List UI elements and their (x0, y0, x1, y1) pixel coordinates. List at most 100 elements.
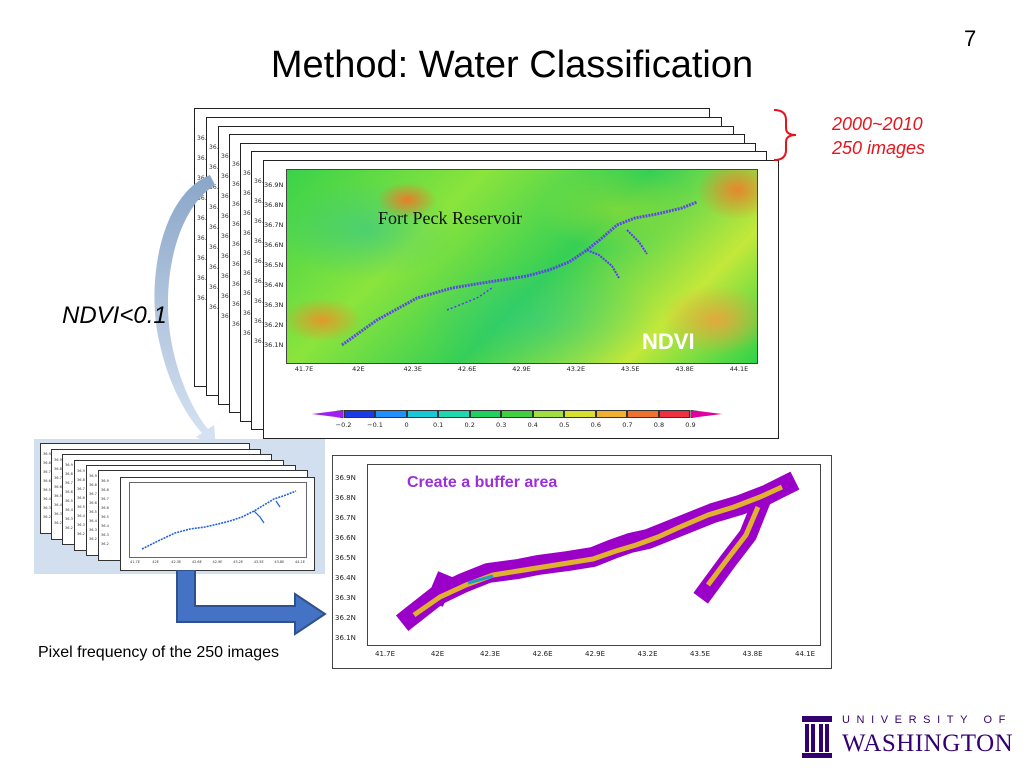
colorbar-segment (375, 410, 407, 418)
right-brace-icon (773, 109, 797, 161)
lat-tick-label: 36.1N (335, 634, 356, 642)
buffer-map-frame: 36.9N 36.8N 36.7N 36.6N 36.5N 36.4N 36.3N 36.2N… (332, 455, 832, 669)
lon-tick-label: 43.8E (742, 650, 763, 658)
lon-tick-label: 43.8E (675, 365, 694, 373)
colorbar-segment (595, 410, 628, 418)
colorbar-segment (564, 410, 596, 418)
frequency-map-image (129, 482, 307, 558)
frame-lat-labels: 36.9 36.8 36.7 36.6 36.5 36.4 36.3 36.2 (89, 474, 97, 541)
lon-tick-label: 44.1E (729, 365, 749, 373)
lat-tick-label: 36.9N (264, 181, 284, 189)
lon-tick-label: 43.5E (689, 650, 711, 658)
colorbar-segment (532, 410, 565, 418)
lon-tick-label: 42E (430, 650, 445, 658)
lat-tick-label: 36.4N (335, 574, 356, 582)
frame-lat-labels: 36.9 36.8 36.7 36.6 36.5 36.4 36.3 36.2 … (209, 144, 223, 311)
lon-tick-label: 42.3E (479, 650, 501, 658)
colorbar-tick-label: 0.8 (653, 421, 665, 429)
lon-tick-label: 42.6E (532, 650, 553, 658)
colorbar-tick-label: 0.3 (496, 421, 507, 429)
colorbar-segment (343, 410, 376, 418)
lon-tick-label: 43.2E (233, 560, 244, 564)
colorbar-tick-label: 0.6 (590, 421, 602, 429)
ndvi-threshold-label: NDVI<0.1 (62, 302, 167, 329)
lat-tick-label: 36.3N (335, 594, 356, 602)
lat-tick-label: 36.7N (264, 221, 284, 229)
colorbar-tick-label: 0.9 (685, 421, 696, 429)
frequency-water-pixels (141, 490, 297, 550)
lon-tick-label: 43.5E (253, 560, 264, 564)
frame-lat-labels: 36.9 36.8 36.7 36.6 36.5 36.4 36.3 36.2 (101, 479, 109, 546)
lon-tick-label: 43.8E (274, 560, 285, 564)
lat-tick-label: 36.2N (335, 614, 356, 622)
frame-lat-labels: 36.9 36.8 36.7 36.6 36.5 36.4 36.3 36.2 … (243, 170, 257, 337)
elbow-right-arrow-icon (176, 570, 327, 636)
lat-tick-label: 36.7N (335, 514, 356, 522)
frame-lat-labels: 36.9 36.8 36.7 36.6 36.5 36.4 36.3 36.2 (43, 452, 51, 519)
lon-tick-label: 44.1E (794, 650, 816, 658)
lon-tick-label: 43.5E (620, 365, 640, 373)
ndvi-map-label: NDVI (642, 329, 695, 354)
lat-tick-label: 36.2N (264, 321, 284, 329)
frame-lat-labels: 36.9 36.8 36.7 36.6 36.5 36.4 36.3 36.2 … (221, 153, 235, 320)
slide-number: 7 (964, 26, 977, 51)
colorbar-segment (438, 410, 470, 418)
buffer-lat-axis: 36.9N 36.8N 36.7N 36.6N 36.5N 36.4N 36.3N 36.2N… (335, 468, 365, 648)
colorbar-tick-label: 0.7 (622, 421, 633, 429)
lat-tick-label: 36.4N (264, 281, 284, 289)
frequency-map-frame: 41.7E 42E 42.3E 42.6E 42.9E 43.2E 43.5E 43.8E 44… (120, 477, 315, 571)
lat-tick-label: 36.8N (335, 494, 356, 502)
curved-down-arrow-icon (154, 175, 216, 447)
lon-tick-label: 42.9E (584, 650, 606, 658)
uw-logo-university: UNIVERSITY OF (842, 714, 1012, 726)
uw-columns-icon (802, 716, 832, 758)
ndvi-map-frame: 36.9N 36.8N 36.7N 36.6N 36.5N 36.4N 36.3N 36.2N… (263, 160, 779, 439)
frame-lat-labels: 36.9 36.8 36.7 36.6 36.5 36.4 36.3 36.2 … (254, 178, 268, 345)
ndvi-colorbar: −0.2 −0.1 0 0.1 0.2 0.3 0.4 0.5 0.6 0.7 0.8 0.9 (312, 410, 722, 429)
colorbar-tick-label: 0.5 (559, 421, 570, 429)
uw-logo-washington: WASHINGTON (842, 730, 1014, 757)
lon-tick-label: 42.9E (512, 365, 531, 373)
lon-tick-label: 44.1E (294, 560, 306, 564)
lat-tick-label: 36.8N (264, 201, 284, 209)
lat-tick-label: 36.1N (264, 341, 284, 349)
lon-tick-label: 42E (152, 560, 159, 564)
colorbar-segment (658, 410, 691, 418)
lon-tick-label: 41.7E (129, 560, 141, 564)
reservoir-water-pixels (341, 200, 698, 347)
frame-lat-labels: 36.9 36.8 36.7 36.6 36.5 36.4 36.3 36.2 (54, 458, 62, 525)
frame-lat-labels: 36.9 36.8 36.7 36.6 36.5 36.4 36.3 36.2 … (232, 161, 246, 328)
buffer-area-label: Create a buffer area (407, 474, 558, 491)
reservoir-name-label: Fort Peck Reservoir (378, 208, 522, 228)
colorbar-tick-label: −0.2 (335, 421, 352, 429)
slide-title: Method: Water Classification (270, 44, 754, 86)
colorbar-segment (469, 410, 502, 418)
ndvi-map-image (286, 169, 758, 364)
buffer-area-shape (395, 471, 800, 632)
frequency-caption: Pixel frequency of the 250 images (38, 644, 280, 661)
frame-lat-labels: 36.9 36.8 36.7 36.6 36.5 36.4 36.3 36.2 (65, 463, 73, 530)
lon-tick-label: 42.3E (403, 365, 423, 373)
colorbar-segment (690, 410, 722, 418)
buffer-map-image (367, 464, 821, 646)
lon-tick-label: 43.2E (637, 650, 658, 658)
lat-tick-label: 36.5N (264, 261, 284, 269)
lat-tick-label: 36.3N (264, 301, 284, 309)
ndvi-lat-axis: 36.9N 36.8N 36.7N 36.6N 36.5N 36.4N 36.3N 36.2N… (264, 175, 286, 355)
lon-tick-label: 42.6E (457, 365, 477, 373)
lon-tick-label: 42.9E (212, 560, 223, 564)
lat-tick-label: 36.6N (264, 241, 284, 249)
uw-logo: UNIVERSITY OF WASHINGTON (800, 712, 1016, 762)
colorbar-tick-label: 0.4 (527, 421, 538, 429)
lon-tick-label: 42E (352, 365, 365, 373)
frame-lat-labels: 36.9 36.8 36.7 36.6 36.5 36.4 36.3 36.2 (77, 469, 85, 536)
lat-tick-label: 36.6N (335, 534, 356, 542)
lat-tick-label: 36.9N (335, 474, 356, 482)
colorbar-segment (501, 410, 533, 418)
lon-tick-label: 42.6E (191, 560, 202, 564)
date-range-years: 2000~2010 (832, 114, 923, 134)
colorbar-segment (406, 410, 439, 418)
date-range-note: 2000~2010 250 images (832, 112, 925, 160)
lat-tick-label: 36.5N (335, 554, 356, 562)
colorbar-tick-label: −0.1 (367, 421, 383, 429)
